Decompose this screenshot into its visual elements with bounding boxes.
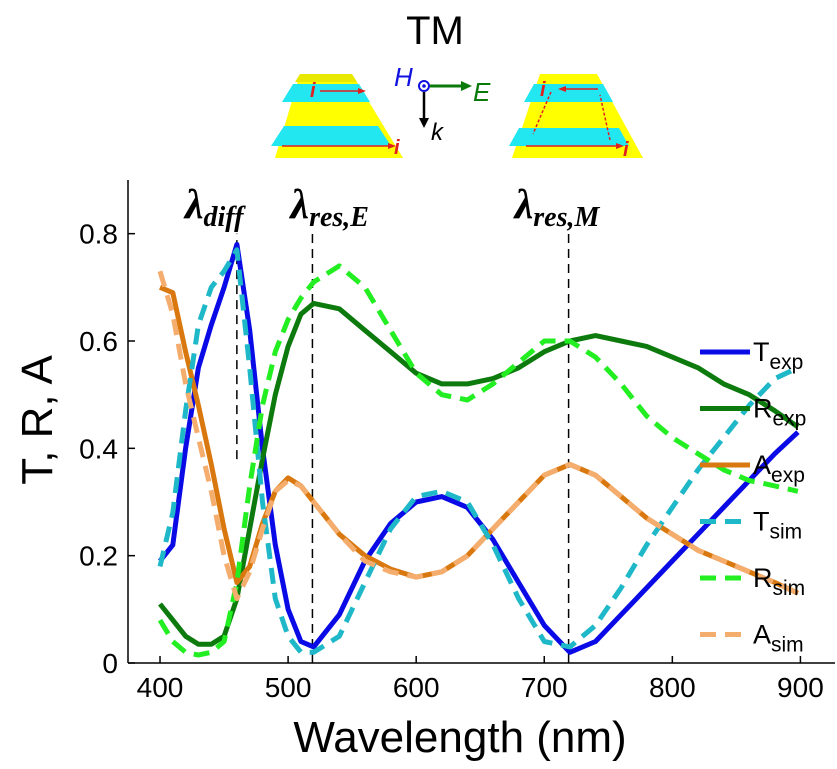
legend-subscript: exp <box>771 464 805 487</box>
inset-left: i i <box>271 74 403 159</box>
x-tick-label: 700 <box>521 672 568 703</box>
h-field-dot <box>422 84 426 88</box>
stripe <box>524 84 613 102</box>
legend-label: Aexp <box>753 450 805 487</box>
annotation-label: λdiff <box>183 182 246 233</box>
x-tick-label: 400 <box>137 672 184 703</box>
annotation-label: λres,M <box>513 182 601 233</box>
series-line <box>159 284 799 596</box>
x-tick-label: 800 <box>649 672 696 703</box>
h-label: H <box>394 62 413 92</box>
legend-subscript: exp <box>773 408 807 431</box>
series-line <box>158 241 800 655</box>
e-label: E <box>473 77 491 107</box>
stripe <box>282 84 370 102</box>
legend-name: A <box>753 620 771 650</box>
x-tick-label: 500 <box>265 672 312 703</box>
series-line <box>157 247 799 655</box>
y-tick-label: 0 <box>102 648 118 679</box>
stripe <box>295 74 357 82</box>
annotation-symbol: λ <box>513 182 534 228</box>
legend-name: R <box>753 563 773 593</box>
y-tick-label: 0.8 <box>79 219 118 250</box>
y-tick-label: 0.2 <box>79 541 118 572</box>
annotation-symbol: λ <box>183 182 204 228</box>
y-tick-label: 0.6 <box>79 326 118 357</box>
arrow-head <box>358 88 366 94</box>
legend-name: A <box>753 450 771 480</box>
field-axes: H E k <box>394 62 491 146</box>
annotation-symbol: λ <box>288 182 309 228</box>
legend-label: Tsim <box>753 507 802 544</box>
x-tick-label: 600 <box>393 672 440 703</box>
legend-subscript: sim <box>770 521 803 544</box>
series-line <box>157 263 799 658</box>
legend-name: T <box>753 337 770 367</box>
x-tick-label: 900 <box>777 672 824 703</box>
inset-label: i <box>623 139 629 161</box>
legend-label: Rexp <box>753 394 806 431</box>
legend-subscript: sim <box>773 577 806 600</box>
y-tick-label: 0.4 <box>79 433 118 464</box>
k-arrow-head <box>419 118 429 128</box>
annotation-label: λres,E <box>288 182 369 233</box>
legend-label: Asim <box>753 620 804 657</box>
arrow-head <box>558 86 566 92</box>
stripe <box>509 128 629 146</box>
k-label: k <box>431 119 445 146</box>
legend-label: Rsim <box>753 563 805 600</box>
arrow-head <box>388 143 396 149</box>
legend-subscript: sim <box>771 634 804 657</box>
h-field <box>418 80 430 92</box>
annotation-subscript: res,E <box>309 202 369 233</box>
y-axis-label: T, R, A <box>13 355 62 485</box>
chart-title: TM <box>406 9 464 53</box>
stripe <box>271 126 391 146</box>
arrow-head <box>616 143 624 149</box>
legend-label: Texp <box>753 337 803 374</box>
series-line <box>158 300 800 647</box>
legend-subscript: exp <box>770 351 804 374</box>
inset-right: i i <box>509 74 643 161</box>
legend-name: T <box>753 507 770 537</box>
x-axis-label: Wavelength (nm) <box>293 713 626 762</box>
inset-label: i <box>540 79 546 101</box>
inset-label: i <box>310 80 316 102</box>
arrow <box>532 91 552 135</box>
inset-label: i <box>394 137 400 159</box>
series-line <box>157 270 799 602</box>
annotation-subscript: res,M <box>533 202 600 233</box>
legend-name: R <box>753 394 773 424</box>
e-arrow-head <box>461 81 472 91</box>
arrow <box>599 94 611 141</box>
annotation-subscript: diff <box>204 202 247 233</box>
